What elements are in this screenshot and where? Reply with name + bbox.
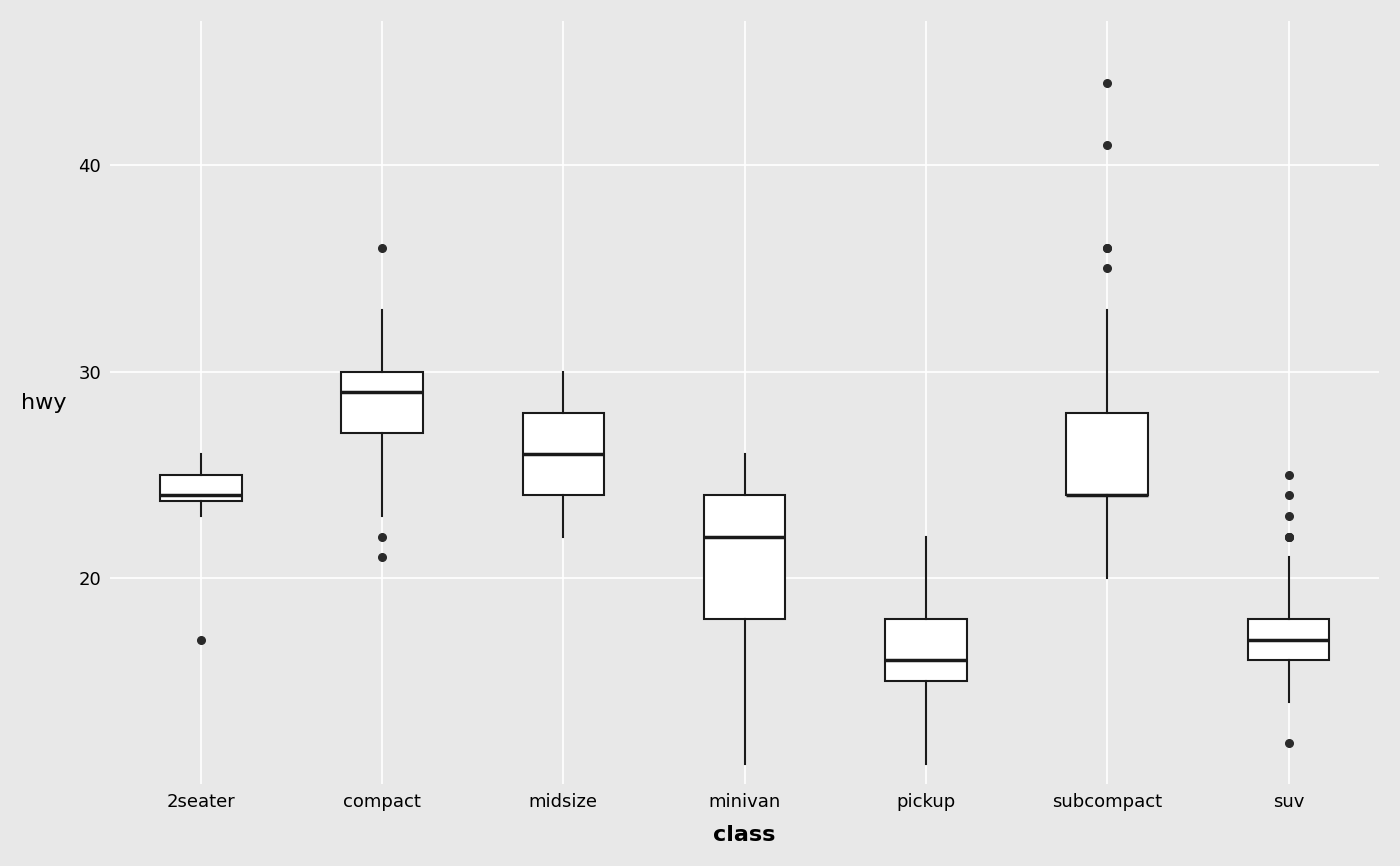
PathPatch shape xyxy=(160,475,242,501)
PathPatch shape xyxy=(704,495,785,619)
PathPatch shape xyxy=(522,413,605,495)
PathPatch shape xyxy=(1067,413,1148,495)
PathPatch shape xyxy=(1247,619,1330,661)
PathPatch shape xyxy=(342,372,423,434)
X-axis label: class: class xyxy=(714,825,776,845)
PathPatch shape xyxy=(885,619,967,681)
Y-axis label: hwy: hwy xyxy=(21,392,66,412)
